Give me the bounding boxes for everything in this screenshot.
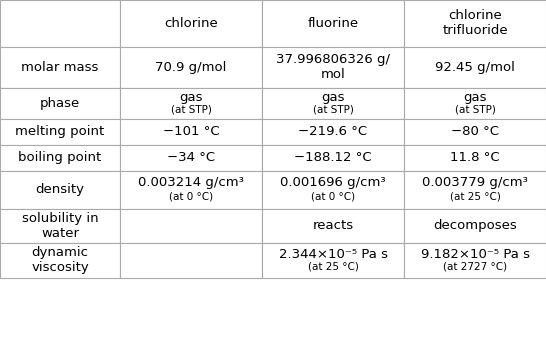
Bar [404,171,546,209]
Text: 92.45 g/mol: 92.45 g/mol [435,61,515,74]
Text: molar mass: molar mass [21,61,99,74]
Text: gas: gas [179,91,203,105]
Text: 0.003214 g/cm³: 0.003214 g/cm³ [138,176,244,189]
Text: melting point: melting point [15,126,105,138]
Text: 2.344×10⁻⁵ Pa s: 2.344×10⁻⁵ Pa s [278,248,388,261]
Text: chlorine: chlorine [164,17,218,30]
Text: −219.6 °C: −219.6 °C [299,126,367,138]
Text: dynamic
viscosity: dynamic viscosity [31,246,89,275]
Text: (at 25 °C): (at 25 °C) [307,262,359,272]
Text: solubility in
water: solubility in water [22,212,98,240]
Text: phase: phase [40,97,80,110]
Text: (at 2727 °C): (at 2727 °C) [443,262,507,272]
Bar [120,209,262,243]
Bar [404,119,546,145]
Text: −188.12 °C: −188.12 °C [294,151,372,164]
Bar [120,0,262,47]
Bar [404,47,546,88]
Bar [404,0,546,47]
Bar [404,209,546,243]
Bar [0,0,120,47]
Text: (at 0 °C): (at 0 °C) [169,191,213,201]
Bar [0,209,120,243]
Text: 37.996806326 g/
mol: 37.996806326 g/ mol [276,53,390,81]
Bar [404,88,546,119]
Text: 0.003779 g/cm³: 0.003779 g/cm³ [422,176,528,189]
Bar [0,243,120,278]
Text: −34 °C: −34 °C [167,151,215,164]
Bar [120,171,262,209]
Bar [0,88,120,119]
Text: gas: gas [463,91,487,105]
Bar [120,145,262,171]
Text: (at 25 °C): (at 25 °C) [449,191,501,201]
Bar [262,145,404,171]
Bar [120,47,262,88]
Text: 70.9 g/mol: 70.9 g/mol [156,61,227,74]
Text: reacts: reacts [312,219,354,233]
Bar [0,171,120,209]
Bar [262,243,404,278]
Bar [262,119,404,145]
Text: 9.182×10⁻⁵ Pa s: 9.182×10⁻⁵ Pa s [420,248,530,261]
Text: chlorine
trifluoride: chlorine trifluoride [442,9,508,37]
Bar [404,243,546,278]
Text: density: density [35,183,85,196]
Bar [120,119,262,145]
Text: (at STP): (at STP) [455,104,495,114]
Bar [262,47,404,88]
Bar [120,243,262,278]
Text: 0.001696 g/cm³: 0.001696 g/cm³ [280,176,386,189]
Bar [262,0,404,47]
Bar [120,88,262,119]
Bar [0,47,120,88]
Bar [262,171,404,209]
Text: fluorine: fluorine [307,17,359,30]
Bar [0,145,120,171]
Bar [404,145,546,171]
Bar [262,209,404,243]
Text: (at 0 °C): (at 0 °C) [311,191,355,201]
Text: −80 °C: −80 °C [451,126,499,138]
Bar [0,119,120,145]
Text: (at STP): (at STP) [171,104,211,114]
Text: −101 °C: −101 °C [163,126,219,138]
Text: 11.8 °C: 11.8 °C [450,151,500,164]
Text: (at STP): (at STP) [313,104,353,114]
Bar [262,88,404,119]
Text: gas: gas [321,91,345,105]
Text: decomposes: decomposes [433,219,517,233]
Text: boiling point: boiling point [19,151,102,164]
